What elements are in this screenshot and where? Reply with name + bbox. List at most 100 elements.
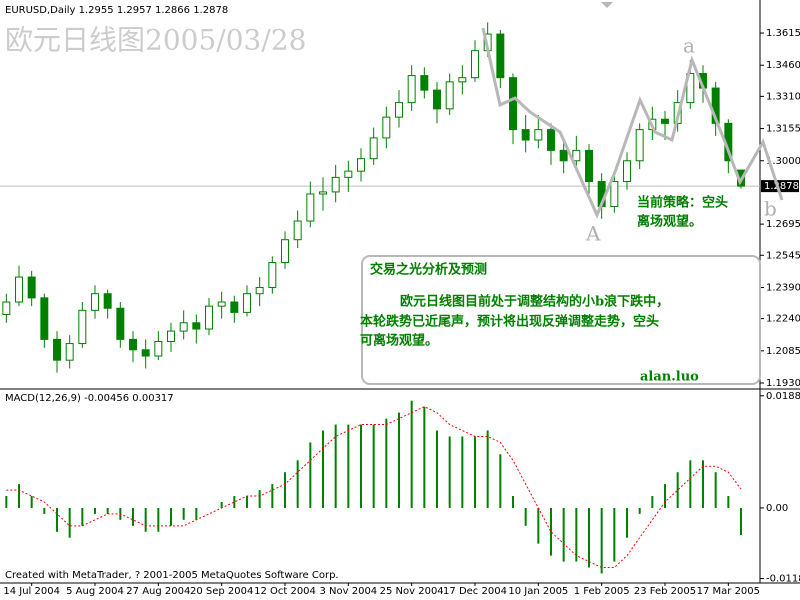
candle-body (521, 129, 530, 141)
x-tick-label: 12 Oct 2004 (254, 586, 316, 597)
y-tick-label: 1.3460 (766, 60, 800, 71)
x-tick-label: 20 Sep 2004 (190, 586, 253, 597)
macd-bar (132, 507, 134, 526)
box-title: 交易之光分析及预测 (370, 262, 487, 278)
macd-bar (334, 424, 337, 508)
open-value: 1.2955 (79, 5, 114, 16)
macd-bar (5, 496, 8, 508)
macd-bar (195, 507, 198, 520)
signal-value: 0.00317 (132, 393, 173, 404)
macd-bar (18, 484, 20, 508)
candle-body (243, 293, 251, 313)
macd-value: -0.00456 (84, 393, 129, 404)
macd-bar (638, 507, 641, 514)
low-value: 1.2866 (155, 5, 190, 16)
macd-bar (360, 424, 362, 508)
macd-bar (372, 424, 375, 508)
macd-bar (448, 436, 451, 508)
macd-bar (474, 436, 476, 508)
candle-body (661, 118, 669, 124)
candle-body (331, 176, 340, 193)
candle-body (319, 191, 327, 195)
macd-bar (144, 507, 147, 532)
candle-body (471, 50, 479, 79)
candle-body (635, 129, 644, 162)
macd-bar (461, 436, 464, 508)
macd-bar (537, 507, 540, 544)
candle-body (293, 220, 302, 241)
macd-bar (651, 496, 654, 508)
macd-bar (94, 507, 96, 514)
candle-body (445, 81, 454, 110)
candle-body (623, 160, 631, 183)
macd-bar (157, 507, 160, 532)
candle-body (27, 276, 36, 299)
macd-bar (664, 484, 666, 508)
macd-bar (182, 507, 185, 520)
x-tick-label: 14 Jul 2004 (3, 586, 60, 597)
wave-label: a (683, 34, 695, 58)
candle-body (116, 307, 125, 340)
candle-body (458, 77, 467, 83)
y-tick-label: 1.3155 (766, 124, 800, 135)
candle-body (2, 301, 11, 315)
candle-body (15, 276, 23, 303)
macd-bar (499, 454, 502, 508)
candle-body (192, 322, 201, 330)
macd-bar (322, 430, 324, 508)
macd-bar (714, 472, 717, 508)
macd-bar (309, 442, 312, 508)
y-tick-label: 0.01883 (766, 391, 800, 402)
x-tick-label: 5 Aug 2004 (66, 586, 124, 597)
candle-body (547, 129, 555, 151)
candle-body (534, 129, 543, 141)
macd-bar (398, 412, 400, 508)
candle-body (344, 170, 353, 178)
candle-body (141, 349, 150, 357)
x-tick-label: 17 Dec 2004 (443, 586, 507, 597)
candle-body (686, 73, 695, 104)
macd-bar (246, 496, 248, 508)
wave-lines (481, 27, 784, 219)
candle-body (369, 137, 378, 160)
y-tick-label: 1.2240 (766, 314, 800, 325)
author: alan.luo (640, 370, 699, 385)
box-text: 本轮跌势已近尾声，预计将出现反弹调整走势，空头 (360, 314, 659, 330)
macd-bar (233, 496, 236, 508)
high-value: 1.2957 (117, 5, 152, 16)
candle-body (40, 297, 49, 340)
macd-bar (512, 496, 514, 508)
y-tick-label: 1.1930 (766, 378, 800, 389)
macd-bar (626, 507, 628, 538)
candle-body (53, 338, 61, 361)
close-value: 1.2878 (193, 5, 228, 16)
macd-bar (170, 507, 172, 526)
candle-body (78, 309, 87, 345)
macd-bar (106, 507, 109, 514)
macd-bar (588, 507, 590, 568)
macd-label: MACD(12,26,9) (5, 393, 81, 404)
x-tick-label: 10 Jan 2005 (508, 586, 568, 597)
footer: Created with MetaTrader, ? 2001-2005 Met… (5, 570, 339, 581)
candle-body (420, 75, 429, 91)
candle-body (585, 149, 593, 183)
x-tick-label: 25 Nov 2004 (380, 586, 444, 597)
y-tick-label: 1.2085 (766, 346, 800, 357)
macd-bar (727, 496, 730, 508)
macd-bar (676, 472, 679, 508)
macd-bar (740, 507, 742, 536)
candle-body (572, 149, 581, 162)
macd-bar (613, 507, 616, 562)
chart-title: 欧元日线图2005/03/28 (5, 24, 306, 57)
macd-bar (702, 460, 704, 508)
x-tick-label: 1 Feb 2005 (574, 586, 630, 597)
candle-body (395, 102, 403, 118)
candle-body (281, 239, 289, 264)
macd-bar (385, 418, 388, 508)
strategy-text: 当前策略：空头 (637, 195, 728, 211)
candle-body (167, 330, 175, 342)
signal-line (6, 406, 742, 569)
candle-body (496, 33, 505, 79)
x-tick-label: 17 Mar 2005 (697, 586, 760, 597)
